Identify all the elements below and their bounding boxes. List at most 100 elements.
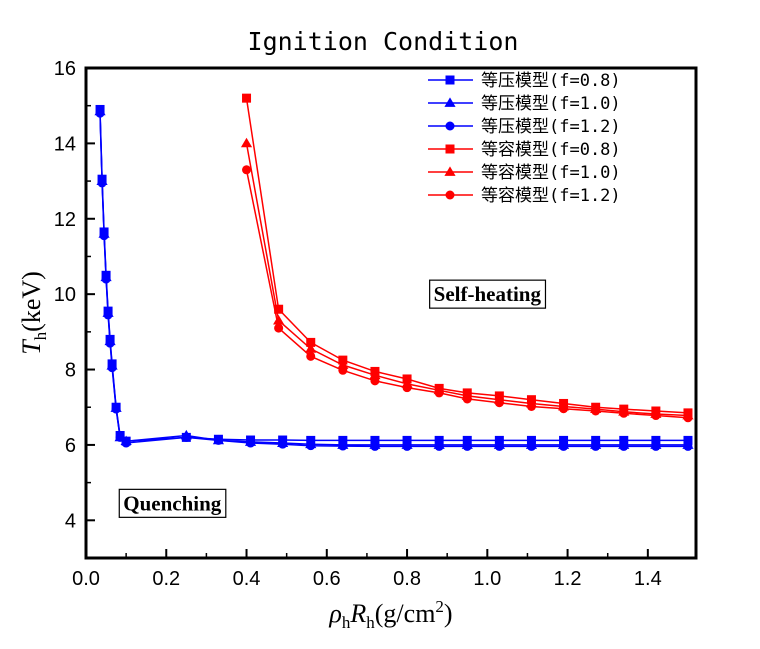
x-axis-label-rho-sub: h <box>342 613 351 632</box>
annotation-self-heating: Self-heating <box>429 279 547 309</box>
data-point <box>370 441 380 451</box>
legend-item: 等压模型(f=0.8) <box>428 71 621 91</box>
y-axis-label-sub: h <box>31 331 50 340</box>
legend-marker <box>445 144 455 154</box>
data-point <box>111 404 121 414</box>
series-6 <box>242 165 693 423</box>
data-point <box>97 178 107 188</box>
x-tick-label: 0.2 <box>152 568 180 590</box>
annotation-box <box>429 279 547 309</box>
data-point <box>338 441 348 451</box>
legend-item: 等容模型(f=0.8) <box>428 140 621 160</box>
legend-item: 等容模型(f=1.0) <box>428 163 621 183</box>
data-point <box>274 304 284 314</box>
data-point <box>213 435 223 445</box>
x-axis-label-unit: (g/cm <box>375 599 436 628</box>
data-point <box>526 401 536 411</box>
data-point <box>402 441 412 451</box>
series-layer <box>94 93 694 451</box>
x-tick-label: 0.4 <box>233 568 261 590</box>
legend: 等压模型(f=0.8) 等压模型(f=1.0) 等压模型(f=1.2) 等容模型(f=… <box>428 71 621 206</box>
data-point <box>95 108 105 118</box>
legend-label: 等容模型(f=1.0) <box>481 163 621 183</box>
data-point <box>240 137 253 148</box>
y-tick-label: 14 <box>54 133 76 155</box>
y-tick-label: 4 <box>65 510 76 532</box>
annotation-text: Self-heating <box>434 282 542 306</box>
data-point <box>591 441 601 451</box>
data-point <box>434 388 444 398</box>
data-point <box>305 343 317 353</box>
legend-marker <box>445 190 455 200</box>
x-axis-label: ρhRh(g/cm2) <box>328 597 452 632</box>
data-point <box>370 376 380 386</box>
data-point <box>591 406 601 416</box>
y-axis-label-unit: (keV) <box>17 271 46 332</box>
x-tick-label: 1.2 <box>554 568 582 590</box>
y-tick-label: 10 <box>54 284 76 306</box>
data-point <box>338 365 348 375</box>
legend-label: 等压模型(f=0.8) <box>481 71 621 91</box>
series-line <box>245 98 689 414</box>
x-tick-label: 1.4 <box>634 568 662 590</box>
data-point <box>559 404 569 414</box>
legend-label: 等容模型(f=0.8) <box>481 140 621 160</box>
data-point <box>619 441 629 451</box>
data-point <box>337 359 349 369</box>
y-tick-label: 12 <box>54 209 76 231</box>
legend-marker <box>445 75 455 85</box>
data-point <box>619 408 629 418</box>
x-tick-label: 0.6 <box>313 568 341 590</box>
y-tick-label: 8 <box>65 360 76 382</box>
data-point <box>683 441 693 451</box>
x-tick-label: 0.8 <box>393 568 421 590</box>
legend-item: 等压模型(f=1.0) <box>428 94 621 114</box>
legend-marker <box>445 121 455 131</box>
annotations: Self-heating Quenching <box>118 279 547 518</box>
data-point <box>242 93 252 103</box>
y-tick-label: 6 <box>65 435 76 457</box>
y-axis-label: Th(keV) <box>17 271 50 355</box>
data-point <box>559 441 569 451</box>
data-point <box>105 338 115 348</box>
y-axis-label-symbol: T <box>17 339 46 355</box>
data-point <box>273 314 285 325</box>
legend-label: 等压模型(f=1.0) <box>481 94 621 114</box>
annotation-box <box>118 488 227 518</box>
series-4 <box>242 93 693 418</box>
data-point <box>651 411 661 421</box>
x-axis-label-sup: 2 <box>435 597 444 616</box>
data-point <box>494 441 504 451</box>
series-5 <box>240 137 694 420</box>
data-point <box>462 394 472 404</box>
data-point <box>651 441 661 451</box>
data-point <box>103 310 113 320</box>
data-point <box>121 438 131 448</box>
annotation-text: Quenching <box>123 491 222 515</box>
data-point <box>306 441 316 451</box>
data-point <box>278 439 288 449</box>
data-point <box>494 398 504 408</box>
data-point <box>462 441 472 451</box>
x-tick-label: 1.0 <box>473 568 501 590</box>
legend-label: 等压模型(f=1.2) <box>481 117 621 137</box>
legend-item: 等压模型(f=1.2) <box>428 117 621 137</box>
data-point <box>246 438 256 448</box>
tick-labels: 0.0 0.2 0.4 0.6 0.8 1.0 1.2 1.4 4 6 8 10 12 14 16 <box>54 58 662 590</box>
y-tick-label: 16 <box>54 58 76 80</box>
data-point <box>101 274 111 284</box>
annotation-quenching: Quenching <box>118 488 227 518</box>
x-axis-label-close: ) <box>444 599 453 628</box>
series-line <box>99 111 688 446</box>
legend-marker <box>444 97 456 107</box>
x-tick-label: 0.0 <box>72 568 100 590</box>
series-line <box>245 143 689 417</box>
legend-label: 等容模型(f=1.2) <box>481 186 621 206</box>
x-axis-label-r: R <box>349 599 366 628</box>
data-point <box>181 432 191 442</box>
data-point <box>402 383 412 393</box>
data-point <box>683 413 693 423</box>
data-point <box>369 369 381 380</box>
x-axis-label-r-sub: h <box>366 613 375 632</box>
